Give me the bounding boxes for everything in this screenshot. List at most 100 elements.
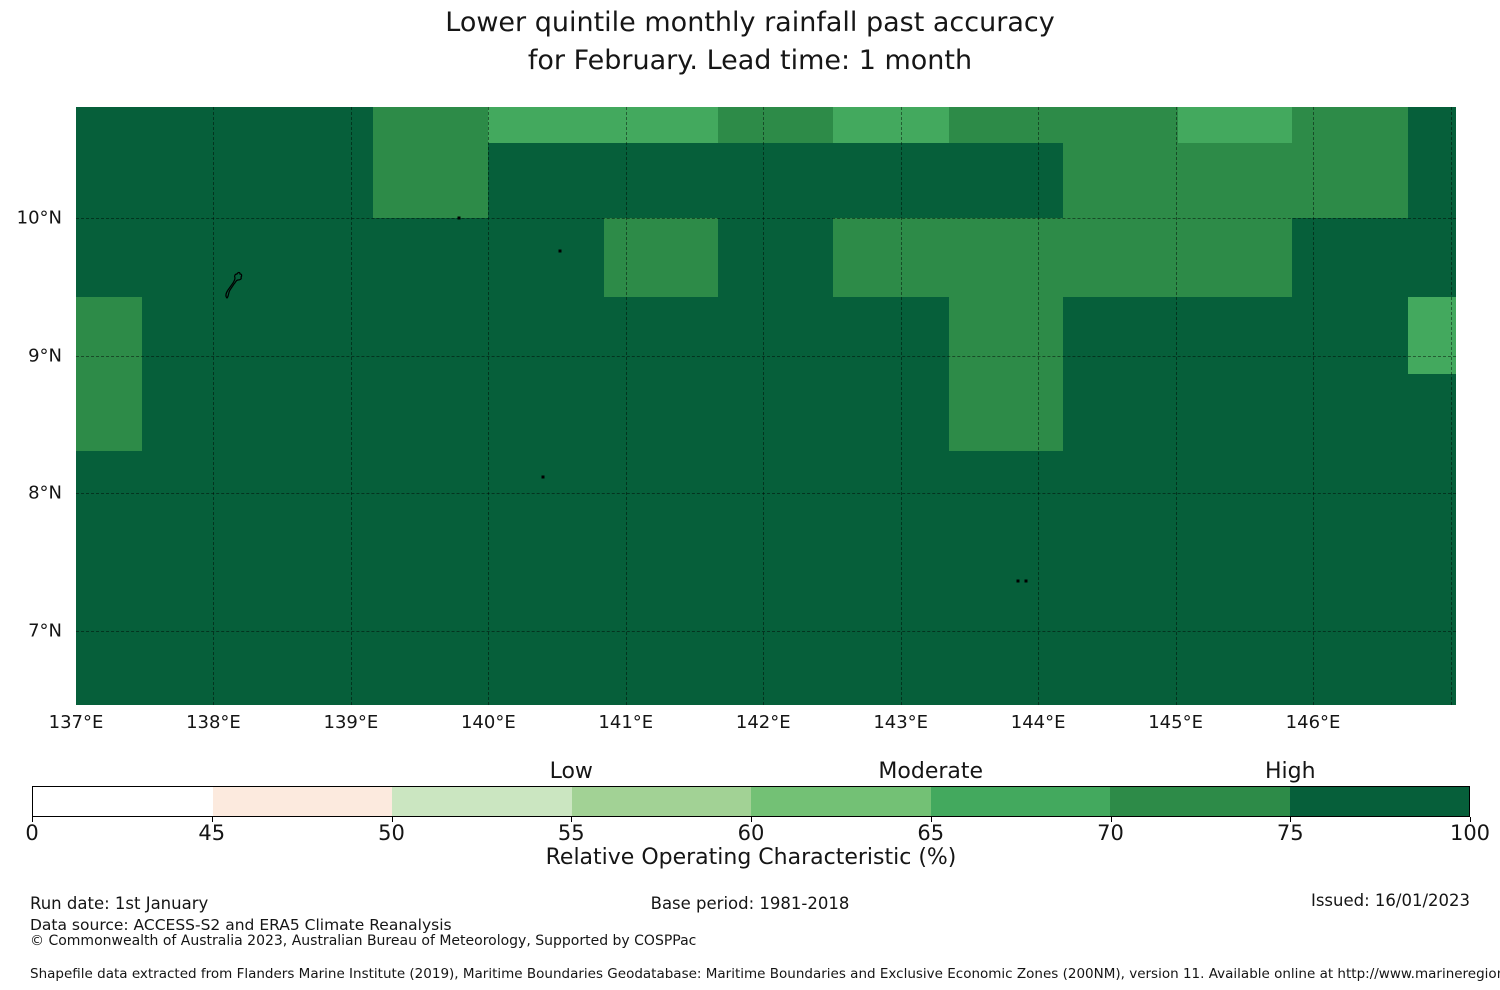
map-cell	[141, 218, 258, 297]
latitude-gridline	[76, 493, 1456, 495]
map-cell	[833, 373, 949, 451]
map-cell	[833, 142, 949, 219]
colorbar-tick	[571, 817, 573, 822]
map-cell	[257, 373, 373, 451]
map-cell	[141, 604, 258, 682]
map-cell	[141, 296, 258, 374]
map-cell	[141, 527, 258, 605]
colorbar-tick	[391, 817, 393, 822]
map-cell	[372, 604, 489, 682]
colorbar-tick-label: 0	[25, 821, 39, 845]
map-cell	[488, 373, 604, 451]
colorbar-segment	[33, 787, 213, 816]
map-cell	[1062, 142, 1179, 219]
longitude-gridline	[1450, 107, 1452, 705]
map-cell	[603, 218, 718, 297]
map-cell	[717, 296, 834, 374]
map-cell	[76, 527, 142, 605]
map-cell	[257, 527, 373, 605]
map-cell	[603, 142, 718, 219]
data-source-text: Data source: ACCESS-S2 and ERA5 Climate …	[30, 916, 452, 934]
x-tick-label: 140°E	[460, 712, 516, 733]
map-cell	[948, 296, 1063, 374]
map-cell	[1407, 107, 1456, 143]
y-tick-label: 10°N	[16, 207, 62, 229]
colorbar-bar	[32, 786, 1470, 817]
colorbar-tick-label: 65	[917, 821, 945, 845]
colorbar-segment	[392, 787, 572, 816]
colorbar-segment	[1289, 787, 1469, 816]
map-cell	[1292, 107, 1408, 143]
map-cell	[948, 373, 1063, 451]
map-cell	[1062, 604, 1179, 682]
colorbar: Low Moderate High Relative Operating Chara…	[25, 755, 1490, 875]
map-cell	[603, 604, 718, 682]
map-cell	[257, 681, 373, 705]
map-cell	[833, 527, 949, 605]
map-cell	[76, 107, 142, 143]
map-cell	[488, 450, 604, 528]
map-cell	[1292, 373, 1408, 451]
map-cell	[1062, 296, 1179, 374]
map-cell	[488, 142, 604, 219]
map-cell	[1292, 604, 1408, 682]
map-cell	[1292, 296, 1408, 374]
map-cell	[1292, 218, 1408, 297]
colorbar-tick	[1110, 817, 1112, 822]
x-axis-tick-labels: 137°E 138°E 139°E 140°E 141°E 142°E 143°E 144°E…	[49, 712, 1456, 736]
map-cell	[948, 527, 1063, 605]
map-cell	[1062, 218, 1179, 297]
map-cell	[1407, 604, 1456, 682]
map-cell	[1062, 450, 1179, 528]
map-cell	[1178, 681, 1293, 705]
colorbar-tick-label: 45	[198, 821, 226, 845]
islet-marker	[558, 249, 562, 253]
map-cell	[1407, 527, 1456, 605]
longitude-gridline	[1038, 107, 1040, 705]
colorbar-segment	[751, 787, 931, 816]
map-cell	[141, 450, 258, 528]
latitude-gridline	[76, 218, 1456, 220]
base-period-text: Base period: 1981-2018	[650, 894, 850, 913]
map-cell	[833, 296, 949, 374]
map-cell	[1292, 142, 1408, 219]
y-tick-label: 8°N	[28, 482, 62, 504]
islet-marker	[1016, 579, 1020, 583]
map-cell	[257, 218, 373, 297]
map-cell	[1407, 142, 1456, 219]
colorbar-tick-label: 60	[737, 821, 765, 845]
map-cell	[257, 142, 373, 219]
map-cell	[488, 527, 604, 605]
map-cell	[717, 218, 834, 297]
map-cell	[1407, 296, 1456, 374]
map-cell	[372, 218, 489, 297]
colorbar-segment	[212, 787, 392, 816]
map-cell	[1292, 681, 1408, 705]
map-cell	[372, 296, 489, 374]
map-cell	[717, 107, 834, 143]
map-cell	[76, 218, 142, 297]
map-cell	[603, 107, 718, 143]
map-cell	[488, 681, 604, 705]
map-cell	[372, 527, 489, 605]
x-tick-label: 145°E	[1148, 712, 1203, 733]
map-cell	[948, 142, 1063, 219]
issued-date-text: Issued: 16/01/2023	[1310, 891, 1470, 910]
longitude-gridline	[350, 107, 352, 705]
run-date-text: Run date: 1st January	[30, 894, 209, 913]
map-cell	[76, 450, 142, 528]
colorbar-category-labels: Low Moderate High	[32, 755, 1470, 785]
colorbar-segment	[1110, 787, 1290, 816]
map-cell	[717, 681, 834, 705]
map-cell	[488, 296, 604, 374]
map-cell	[1292, 450, 1408, 528]
y-tick-label: 9°N	[28, 345, 62, 367]
map-cell	[1178, 142, 1293, 219]
map-cell	[1178, 218, 1293, 297]
map-cell	[1178, 604, 1293, 682]
map-cell	[1178, 450, 1293, 528]
colorbar-tick-label: 55	[557, 821, 585, 845]
map-cell	[948, 681, 1063, 705]
x-tick-label: 138°E	[186, 712, 241, 733]
map-cell	[603, 527, 718, 605]
